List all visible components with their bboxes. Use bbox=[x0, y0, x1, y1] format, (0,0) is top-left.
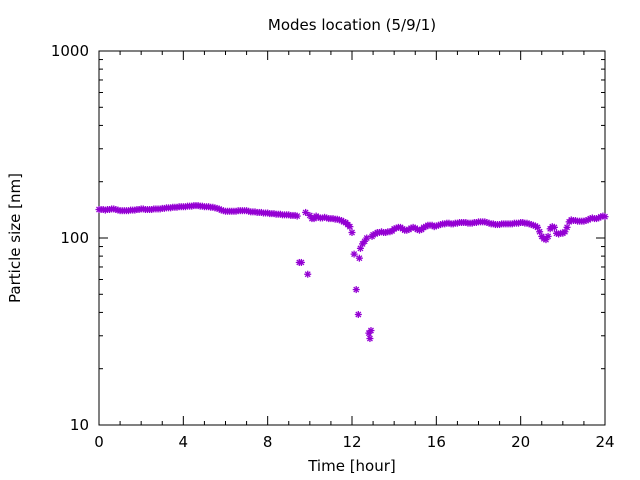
data-point bbox=[544, 232, 552, 240]
data-point bbox=[366, 335, 374, 343]
x-tick-label: 8 bbox=[263, 433, 273, 451]
data-point bbox=[346, 223, 354, 231]
x-tick-label: 24 bbox=[595, 433, 614, 451]
y-tick-labels: 10 100 1000 bbox=[51, 42, 89, 434]
data-point bbox=[304, 270, 312, 278]
y-tick-label: 1000 bbox=[51, 42, 89, 60]
x-axis-label: Time [hour] bbox=[307, 457, 396, 475]
data-point bbox=[302, 208, 310, 216]
data-point bbox=[563, 223, 571, 231]
data-point bbox=[352, 286, 360, 294]
data-point bbox=[348, 229, 356, 237]
data-point bbox=[350, 250, 358, 258]
data-point bbox=[293, 212, 301, 220]
x-tick-label: 4 bbox=[179, 433, 189, 451]
chart-title: Modes location (5/9/1) bbox=[268, 16, 436, 34]
y-tick-label: 100 bbox=[60, 229, 89, 247]
x-tick-label: 16 bbox=[427, 433, 446, 451]
data-point bbox=[601, 213, 609, 221]
data-point bbox=[297, 258, 305, 266]
x-tick-label: 20 bbox=[511, 433, 530, 451]
y-axis-label: Particle size [nm] bbox=[6, 173, 24, 303]
data-point bbox=[355, 254, 363, 262]
data-point bbox=[367, 327, 375, 335]
y-tick-label: 10 bbox=[70, 416, 89, 434]
x-tick-label: 0 bbox=[94, 433, 104, 451]
axis-ticks bbox=[98, 50, 606, 426]
data-point bbox=[550, 223, 558, 231]
x-tick-label: 12 bbox=[342, 433, 361, 451]
data-point bbox=[363, 234, 371, 242]
data-points bbox=[95, 202, 609, 343]
data-point bbox=[354, 310, 362, 318]
x-tick-labels: 0 4 8 12 16 20 24 bbox=[94, 433, 614, 451]
data-point bbox=[542, 236, 550, 244]
